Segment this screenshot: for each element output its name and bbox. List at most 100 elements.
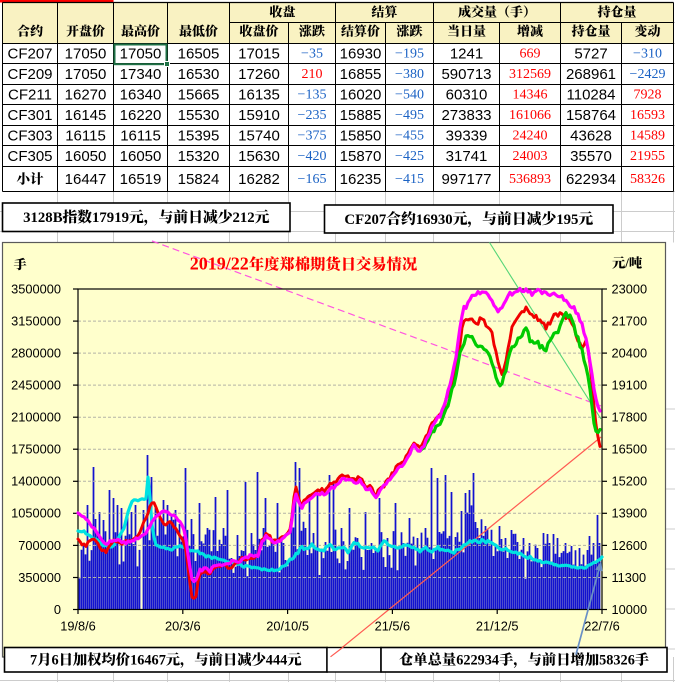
svg-text:1050000: 1050000 xyxy=(11,506,61,521)
svg-text:16115: 16115 xyxy=(65,128,106,145)
svg-text:16235: 16235 xyxy=(340,171,382,188)
svg-text:195: 195 xyxy=(556,212,578,228)
svg-text:−310: −310 xyxy=(633,47,662,62)
svg-text:15395: 15395 xyxy=(178,128,220,145)
svg-text:16505: 16505 xyxy=(178,46,220,63)
svg-text:16467: 16467 xyxy=(130,653,166,669)
svg-text:312569: 312569 xyxy=(509,67,551,82)
svg-text:−2429: −2429 xyxy=(630,67,666,82)
svg-text:16340: 16340 xyxy=(120,87,162,104)
svg-text:17260: 17260 xyxy=(238,66,280,83)
svg-text:CF207: CF207 xyxy=(344,212,387,228)
svg-text:−195: −195 xyxy=(395,47,424,62)
svg-text:13900: 13900 xyxy=(612,506,648,521)
svg-text:15320: 15320 xyxy=(178,148,220,165)
svg-text:−165: −165 xyxy=(298,172,327,187)
svg-text:17800: 17800 xyxy=(612,410,648,425)
svg-text:669: 669 xyxy=(520,47,541,62)
svg-text:5727: 5727 xyxy=(574,46,607,63)
svg-text:/: / xyxy=(624,256,629,271)
svg-text:210: 210 xyxy=(302,67,323,82)
svg-text:−415: −415 xyxy=(395,172,424,187)
svg-text:20/10/5: 20/10/5 xyxy=(266,619,309,634)
svg-text:11300: 11300 xyxy=(612,570,647,585)
svg-text:21/5/6: 21/5/6 xyxy=(375,619,411,634)
svg-text:7: 7 xyxy=(30,653,37,669)
svg-text:700000: 700000 xyxy=(18,538,61,553)
svg-text:35570: 35570 xyxy=(570,148,612,165)
svg-text:273833: 273833 xyxy=(441,107,491,124)
svg-text:−455: −455 xyxy=(395,129,424,144)
svg-text:15665: 15665 xyxy=(178,87,220,104)
svg-text:24240: 24240 xyxy=(513,129,548,144)
svg-text:19/8/6: 19/8/6 xyxy=(60,619,96,634)
svg-text:16145: 16145 xyxy=(65,107,107,124)
svg-text:997177: 997177 xyxy=(441,171,491,188)
svg-text:21700: 21700 xyxy=(612,313,648,328)
svg-text:15850: 15850 xyxy=(340,128,382,145)
svg-text:22/7/6: 22/7/6 xyxy=(584,619,620,634)
svg-text:CF209: CF209 xyxy=(7,66,52,83)
svg-text:622934: 622934 xyxy=(456,653,499,669)
svg-text:536893: 536893 xyxy=(509,172,551,187)
svg-text:0: 0 xyxy=(54,602,61,617)
svg-text:622934: 622934 xyxy=(566,171,616,188)
svg-text:−35: −35 xyxy=(301,47,323,62)
svg-text:21955: 21955 xyxy=(630,149,665,164)
svg-text:16270: 16270 xyxy=(65,87,107,104)
svg-text:17050: 17050 xyxy=(65,46,107,63)
svg-text:−420: −420 xyxy=(298,149,327,164)
svg-text:31741: 31741 xyxy=(446,148,488,165)
svg-text:16020: 16020 xyxy=(340,87,382,104)
svg-text:17015: 17015 xyxy=(238,46,280,63)
svg-text:16220: 16220 xyxy=(120,107,162,124)
svg-text:16500: 16500 xyxy=(612,442,648,457)
svg-text:3128B: 3128B xyxy=(23,210,63,226)
svg-text:58326: 58326 xyxy=(599,653,635,669)
svg-text:24003: 24003 xyxy=(513,149,548,164)
svg-text:15200: 15200 xyxy=(612,474,648,489)
svg-text:1400000: 1400000 xyxy=(11,474,61,489)
svg-text:2019/22: 2019/22 xyxy=(190,254,249,274)
svg-text:−380: −380 xyxy=(395,67,424,82)
svg-text:212: 212 xyxy=(233,210,255,226)
svg-text:16050: 16050 xyxy=(65,148,107,165)
svg-text:−375: −375 xyxy=(298,129,327,144)
svg-text:16593: 16593 xyxy=(630,108,665,123)
svg-text:−235: −235 xyxy=(298,108,327,123)
svg-text:16519: 16519 xyxy=(120,171,162,188)
svg-text:20/3/6: 20/3/6 xyxy=(165,619,201,634)
svg-text:14346: 14346 xyxy=(513,88,548,103)
svg-text:1750000: 1750000 xyxy=(11,442,61,457)
svg-text:161066: 161066 xyxy=(509,108,551,123)
svg-text:CF301: CF301 xyxy=(7,107,52,124)
svg-text:3500000: 3500000 xyxy=(11,281,61,296)
svg-text:110284: 110284 xyxy=(567,87,616,104)
svg-text:17919: 17919 xyxy=(92,210,129,226)
svg-text:2800000: 2800000 xyxy=(11,346,61,361)
svg-text:16282: 16282 xyxy=(238,171,280,188)
svg-text:16930: 16930 xyxy=(340,46,382,63)
svg-text:CF207: CF207 xyxy=(7,46,52,63)
svg-text:14589: 14589 xyxy=(630,129,665,144)
svg-text:CF211: CF211 xyxy=(8,87,52,104)
svg-text:43628: 43628 xyxy=(570,128,612,145)
svg-text:15870: 15870 xyxy=(340,148,382,165)
svg-text:268961: 268961 xyxy=(566,66,616,83)
svg-text:16855: 16855 xyxy=(340,66,382,83)
svg-text:20400: 20400 xyxy=(612,346,648,361)
svg-text:2100000: 2100000 xyxy=(11,410,61,425)
svg-text:590713: 590713 xyxy=(441,66,491,83)
svg-text:17050: 17050 xyxy=(65,66,107,83)
svg-text:3150000: 3150000 xyxy=(11,313,61,328)
svg-text:60310: 60310 xyxy=(446,87,488,104)
svg-text:16115: 16115 xyxy=(120,128,161,145)
svg-text:23000: 23000 xyxy=(612,281,648,296)
svg-text:CF305: CF305 xyxy=(7,148,52,165)
svg-text:16930: 16930 xyxy=(416,212,453,228)
svg-text:16447: 16447 xyxy=(65,171,107,188)
svg-text:2450000: 2450000 xyxy=(11,378,61,393)
svg-text:58326: 58326 xyxy=(630,172,665,187)
svg-text:−540: −540 xyxy=(395,88,424,103)
svg-text:15824: 15824 xyxy=(178,171,220,188)
